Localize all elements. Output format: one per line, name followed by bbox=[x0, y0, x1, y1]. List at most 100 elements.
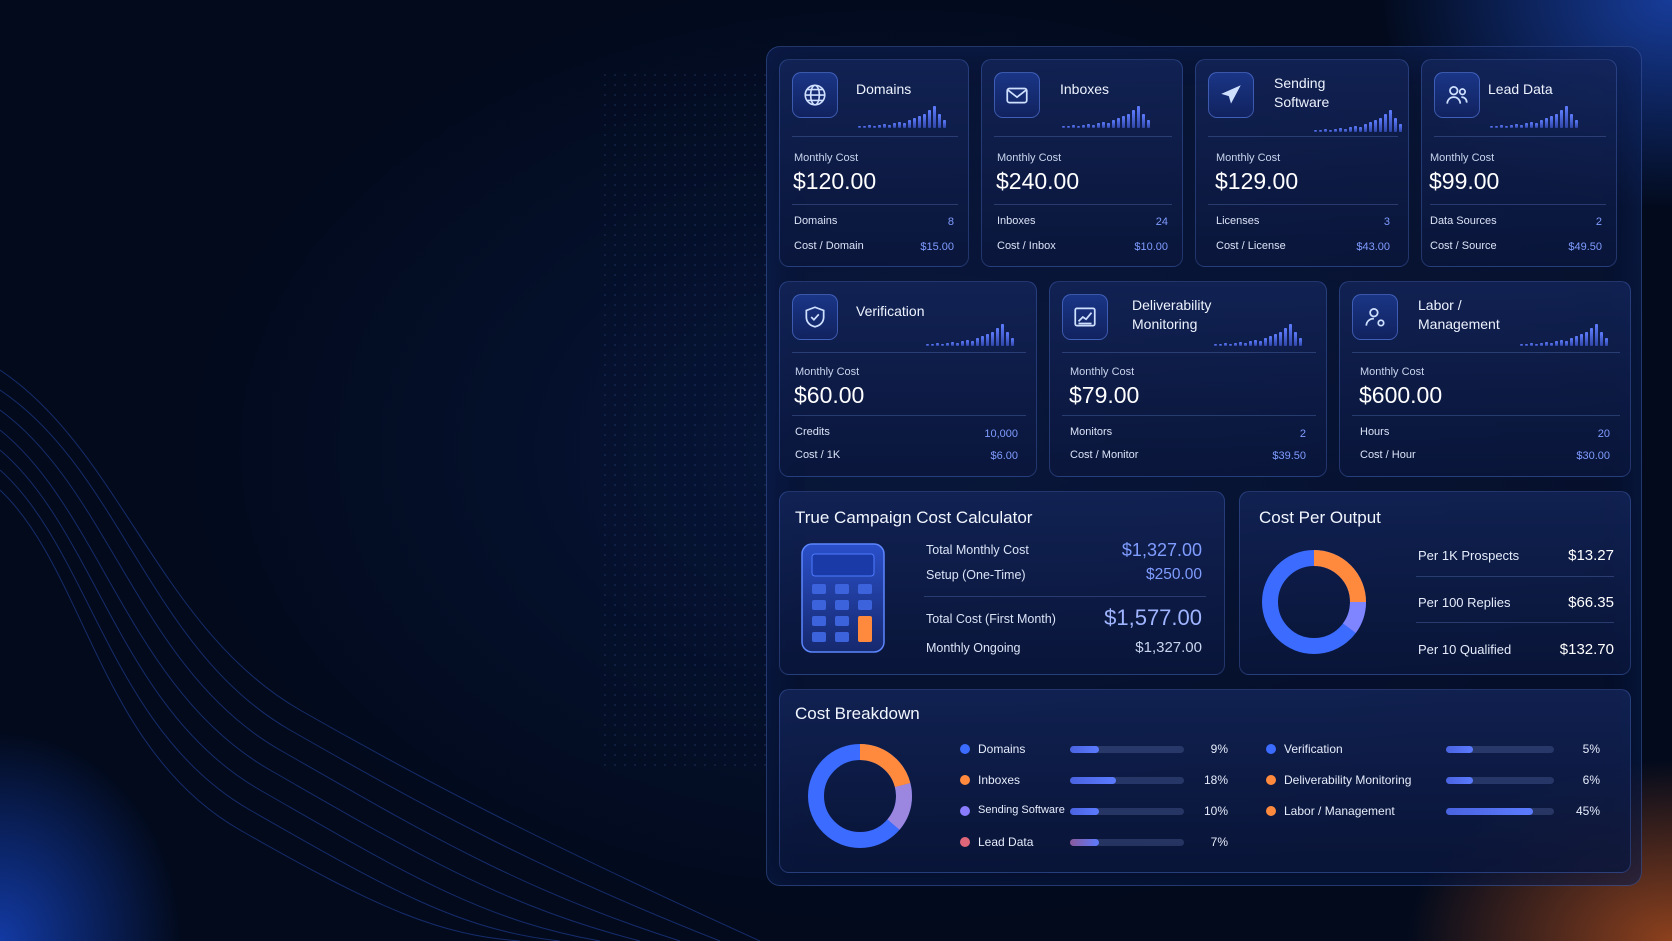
sparkline-bar bbox=[1097, 123, 1100, 128]
sparkline-bar bbox=[878, 125, 881, 128]
calc-row-value: $1,327.00 bbox=[1121, 540, 1202, 560]
sparkline-bar bbox=[1006, 332, 1009, 346]
sparkline-bar bbox=[1294, 332, 1297, 346]
sparkline-bar bbox=[1137, 106, 1140, 128]
legend-label: Verification bbox=[1284, 742, 1343, 756]
sparkline-bar bbox=[1379, 118, 1382, 132]
row-label: Monitors bbox=[1070, 426, 1113, 438]
campaign-cost-calculator: True Campaign Cost Calculator Total Mont… bbox=[779, 491, 1225, 675]
sparkline bbox=[1314, 106, 1402, 132]
card-sending-software: Sending Software Monthly Cost $129.00 Li… bbox=[1195, 59, 1409, 267]
sparkline-bar bbox=[951, 342, 954, 346]
sparkline-bar bbox=[913, 118, 916, 128]
legend-percent: 45% bbox=[1575, 804, 1600, 818]
sparkline-bar bbox=[1545, 342, 1548, 346]
sparkline-bar bbox=[1224, 343, 1227, 346]
sparkline-bar bbox=[893, 123, 896, 128]
sparkline-bar bbox=[971, 341, 974, 346]
sparkline-bar bbox=[936, 343, 939, 346]
card-title: Sending Software bbox=[1274, 75, 1330, 110]
users-icon bbox=[1434, 72, 1480, 118]
card-title: Lead Data bbox=[1488, 81, 1553, 97]
sparkline-bar bbox=[1540, 120, 1543, 128]
sparkline-bar bbox=[1314, 130, 1317, 132]
sparkline-bar bbox=[938, 114, 941, 128]
monthly-cost-value: $99.00 bbox=[1429, 168, 1500, 194]
output-row-value: $13.27 bbox=[1568, 547, 1614, 564]
sparkline-bar bbox=[1590, 328, 1593, 346]
sparkline-bar bbox=[1575, 336, 1578, 346]
sparkline-bar bbox=[1520, 344, 1523, 346]
row-label: Cost / Hour bbox=[1360, 449, 1416, 461]
sparkline-bar bbox=[1062, 126, 1065, 128]
sparkline-bar bbox=[1555, 114, 1558, 128]
card-title: Inboxes bbox=[1060, 81, 1110, 97]
row-label: Domains bbox=[794, 215, 838, 227]
row-value: $43.00 bbox=[1356, 241, 1390, 253]
sparkline-bar bbox=[986, 334, 989, 346]
row-label: Credits bbox=[795, 426, 830, 438]
decorative-waves bbox=[0, 369, 760, 941]
mail-icon bbox=[994, 72, 1040, 118]
progress-track bbox=[1070, 839, 1184, 846]
sparkline-bar bbox=[1072, 125, 1075, 128]
sparkline-bar bbox=[926, 344, 929, 346]
sparkline-bar bbox=[1505, 126, 1508, 128]
sparkline-bar bbox=[1284, 328, 1287, 346]
sparkline bbox=[926, 320, 1014, 346]
sparkline-bar bbox=[1565, 106, 1568, 128]
row-label: Cost / 1K bbox=[795, 449, 841, 461]
sparkline-bar bbox=[918, 116, 921, 128]
progress-track bbox=[1446, 746, 1554, 753]
sparkline-bar bbox=[1530, 343, 1533, 346]
legend-label: Domains bbox=[978, 742, 1026, 756]
card-deliverability-monitoring: Deliverability Monitoring Monthly Cost $… bbox=[1049, 281, 1327, 477]
monthly-cost-value: $240.00 bbox=[996, 168, 1080, 194]
legend-dot bbox=[960, 744, 970, 754]
breakdown-donut-chart bbox=[808, 744, 912, 848]
sparkline-bar bbox=[1274, 334, 1277, 346]
legend-label: Sending Software bbox=[978, 804, 1065, 816]
sparkline-bar bbox=[956, 343, 959, 346]
sparkline-bar bbox=[1585, 332, 1588, 346]
card-title: Verification bbox=[856, 303, 925, 319]
sparkline-bar bbox=[1239, 342, 1242, 346]
row-value: 2 bbox=[1595, 216, 1602, 228]
sparkline-bar bbox=[976, 338, 979, 346]
user-gear-icon bbox=[1352, 294, 1398, 340]
output-donut-chart bbox=[1262, 550, 1366, 654]
sparkline-bar bbox=[1087, 124, 1090, 128]
sparkline-bar bbox=[903, 123, 906, 128]
sparkline-bar bbox=[961, 341, 964, 346]
row-label: Inboxes bbox=[997, 215, 1036, 227]
monthly-cost-value: $600.00 bbox=[1359, 382, 1443, 408]
progress-fill bbox=[1446, 808, 1533, 815]
sparkline-bar bbox=[923, 114, 926, 128]
output-row-label: Per 1K Prospects bbox=[1418, 548, 1520, 563]
row-value: $15.00 bbox=[920, 241, 954, 253]
sparkline-bar bbox=[863, 126, 866, 128]
sparkline-bar bbox=[1595, 324, 1598, 346]
legend-dot bbox=[960, 775, 970, 785]
card-title: Domains bbox=[856, 81, 912, 97]
row-value: 24 bbox=[1155, 216, 1168, 228]
sparkline-bar bbox=[1254, 340, 1257, 346]
legend-label: Labor / Management bbox=[1284, 804, 1395, 818]
legend-dot bbox=[960, 806, 970, 816]
calc-row-value: $1,327.00 bbox=[1135, 639, 1202, 656]
sparkline-bar bbox=[943, 120, 946, 128]
sparkline-bar bbox=[1600, 332, 1603, 346]
sparkline-bar bbox=[1520, 125, 1523, 128]
trend-chart-icon bbox=[1062, 294, 1108, 340]
sparkline-bar bbox=[1535, 344, 1538, 346]
sparkline-bar bbox=[1525, 123, 1528, 128]
sparkline-bar bbox=[1077, 126, 1080, 128]
calculator-icon bbox=[801, 543, 885, 653]
monthly-cost-label: Monthly Cost bbox=[1430, 152, 1495, 164]
monthly-cost-value: $129.00 bbox=[1215, 168, 1299, 194]
sparkline-bar bbox=[883, 124, 886, 128]
row-label: Cost / Domain bbox=[794, 240, 864, 252]
calc-row-label: Setup (One-Time) bbox=[926, 568, 1026, 582]
sparkline-bar bbox=[1117, 118, 1120, 128]
monthly-cost-label: Monthly Cost bbox=[997, 152, 1062, 164]
